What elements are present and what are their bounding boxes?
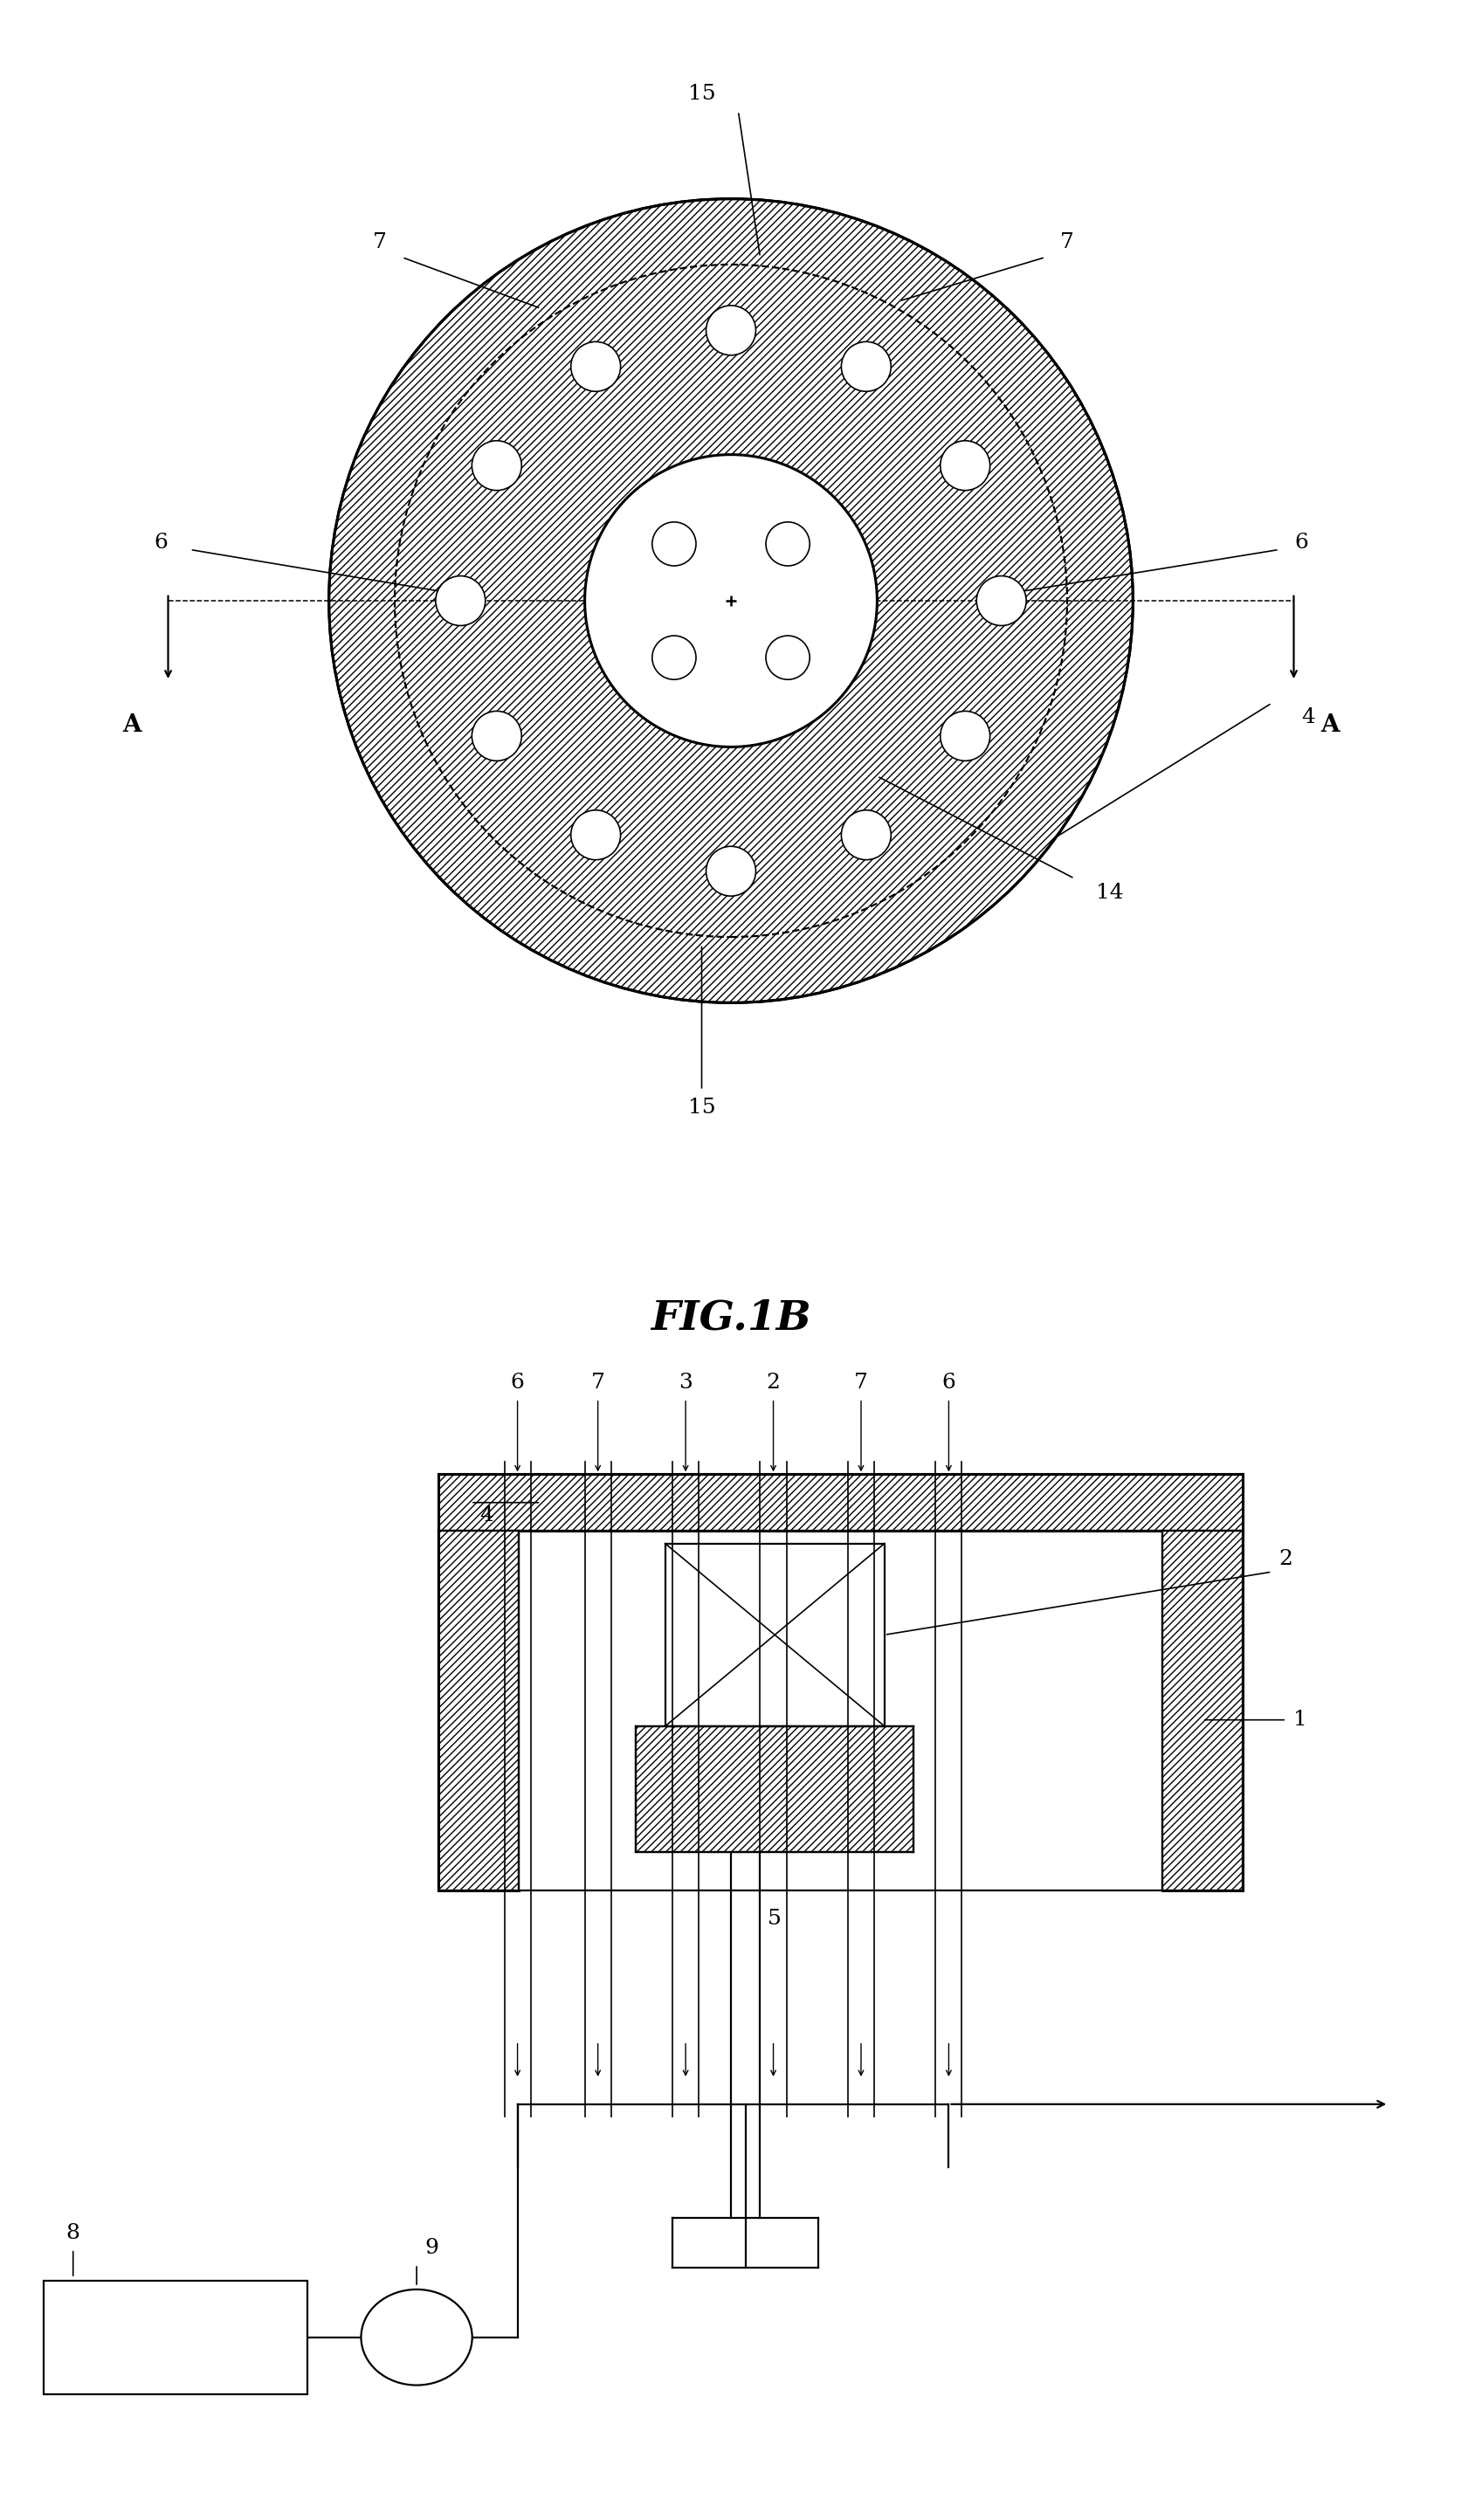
Text: 2: 2 [766, 1373, 780, 1391]
Circle shape [766, 522, 809, 567]
Text: 6: 6 [153, 532, 168, 552]
Text: 15: 15 [688, 1099, 714, 1119]
Bar [438, 1532, 519, 1890]
Text: GAS SOURCE: GAS SOURCE [126, 2331, 225, 2344]
Text: 7: 7 [590, 1373, 605, 1391]
Text: 5: 5 [767, 1910, 782, 1928]
Text: 9: 9 [424, 2238, 438, 2258]
Circle shape [706, 305, 755, 355]
Text: 6: 6 [510, 1373, 524, 1391]
Circle shape [571, 809, 621, 859]
Circle shape [584, 454, 877, 746]
Circle shape [976, 577, 1026, 625]
Bar [44, 2281, 307, 2394]
Circle shape [652, 635, 695, 680]
Text: 1: 1 [1293, 1711, 1306, 1729]
Circle shape [706, 847, 755, 897]
Text: FIG.1B: FIG.1B [650, 1298, 811, 1338]
Text: 4: 4 [1300, 708, 1313, 728]
Circle shape [329, 199, 1132, 1003]
Text: 8: 8 [66, 2223, 80, 2243]
Text: 6: 6 [1293, 532, 1308, 552]
Text: 7: 7 [373, 232, 387, 252]
Text: 7: 7 [1059, 232, 1074, 252]
Text: 3: 3 [678, 1373, 693, 1391]
Circle shape [472, 441, 522, 491]
Text: 6: 6 [941, 1373, 955, 1391]
Text: 7: 7 [853, 1373, 868, 1391]
Circle shape [571, 343, 621, 391]
Circle shape [472, 711, 522, 761]
Circle shape [939, 711, 989, 761]
Circle shape [361, 2288, 472, 2384]
Text: 14: 14 [1096, 882, 1124, 902]
Circle shape [766, 635, 809, 680]
Circle shape [842, 343, 891, 391]
Bar [1161, 1532, 1242, 1890]
Text: A: A [123, 713, 140, 736]
Text: 15: 15 [688, 83, 714, 103]
Circle shape [652, 522, 695, 567]
Text: 2: 2 [1278, 1550, 1292, 1570]
Circle shape [840, 809, 890, 859]
Bar [636, 1726, 913, 1852]
Bar [438, 1474, 1242, 1532]
Text: 4: 4 [479, 1504, 492, 1525]
Bar [665, 1542, 884, 1726]
Text: A: A [1321, 713, 1338, 736]
Circle shape [939, 441, 989, 491]
Circle shape [435, 577, 485, 625]
